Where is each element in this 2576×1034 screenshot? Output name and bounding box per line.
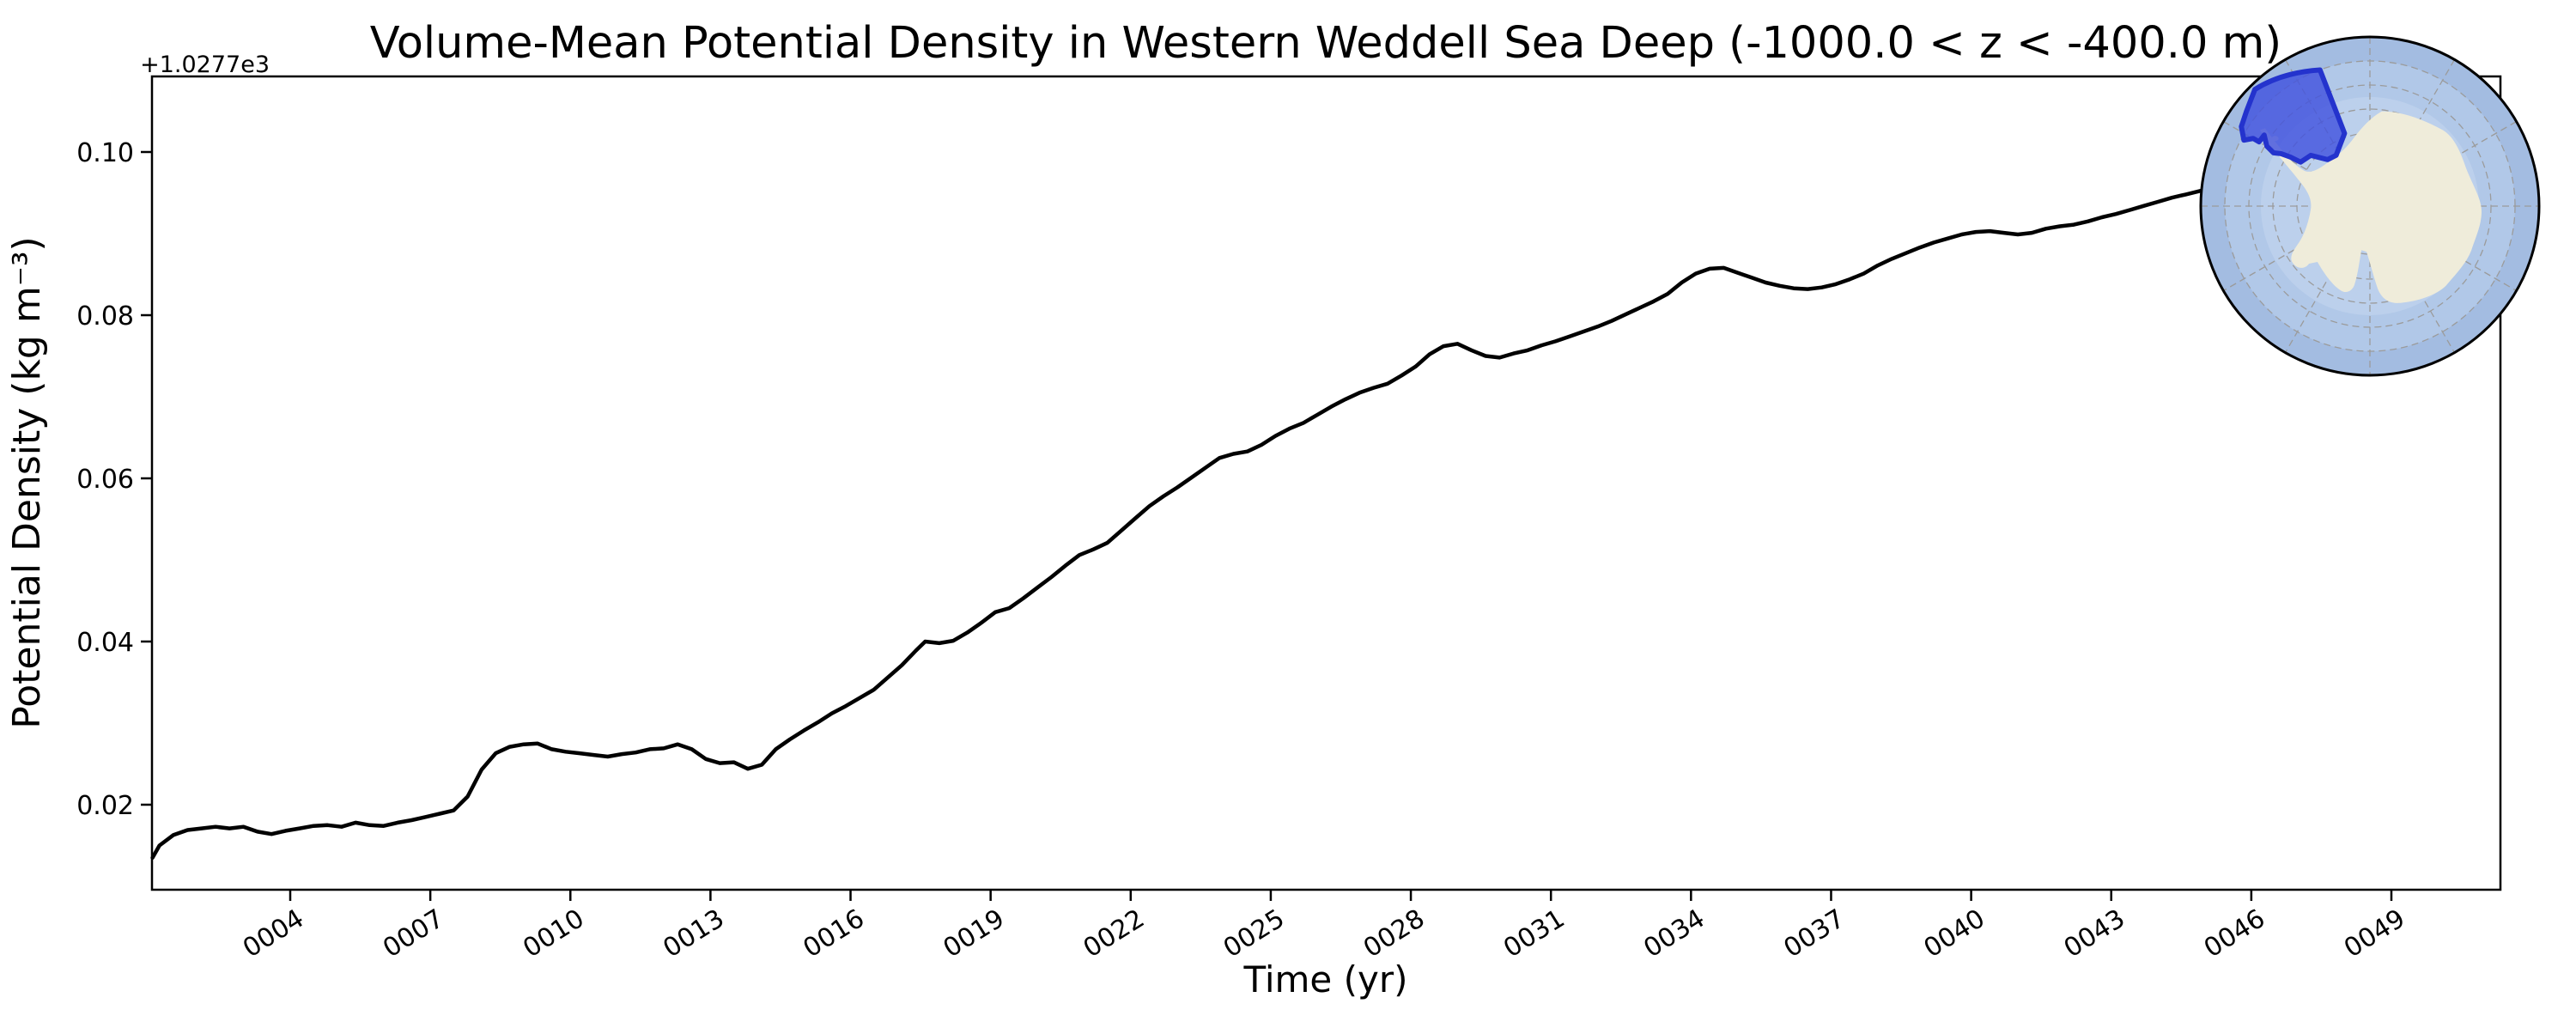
x-axis-ticks: 0004 0007 0010 0013 0016 0019 0022 0025 0028 0031… bbox=[238, 890, 2410, 964]
y-tick-label: 0.08 bbox=[76, 301, 134, 331]
y-tick-label: 0.06 bbox=[76, 465, 134, 495]
island bbox=[2342, 221, 2354, 239]
x-tick-label: 0016 bbox=[798, 903, 869, 964]
axes: 0.02 0.04 0.06 0.08 0.10 0004 0007 0010 0013 001… bbox=[76, 75, 2502, 964]
y-axis-ticks: 0.02 0.04 0.06 0.08 0.10 bbox=[76, 138, 152, 821]
y-axis-offset-text: +1.0277e3 bbox=[140, 52, 270, 78]
x-tick-label: 0007 bbox=[378, 903, 449, 964]
western-weddell-sea-region bbox=[2239, 67, 2348, 165]
x-tick-label: 0049 bbox=[2339, 903, 2410, 964]
x-tick-label: 0022 bbox=[1078, 903, 1150, 964]
antarctica-landmass bbox=[2239, 67, 2482, 303]
map-border bbox=[2199, 35, 2541, 377]
y-tick-label: 0.04 bbox=[76, 628, 134, 658]
x-tick-label: 0037 bbox=[1778, 903, 1850, 964]
antarctica-inset-map bbox=[2199, 35, 2541, 377]
density-line-series bbox=[150, 188, 2205, 861]
x-tick-label: 0025 bbox=[1218, 903, 1290, 964]
y-tick-label: 0.02 bbox=[76, 791, 134, 821]
y-axis-label: Potential Density (kg m⁻³) bbox=[5, 236, 49, 728]
x-tick-label: 0028 bbox=[1358, 903, 1430, 964]
map-content bbox=[2201, 37, 2539, 375]
x-tick-label: 0040 bbox=[1919, 903, 1990, 964]
x-tick-label: 0031 bbox=[1498, 903, 1570, 964]
y-tick-label: 0.10 bbox=[76, 138, 134, 168]
x-tick-label: 0004 bbox=[238, 903, 309, 964]
x-tick-label: 0043 bbox=[2059, 903, 2130, 964]
chart-title: Volume-Mean Potential Density in Western… bbox=[370, 18, 2281, 69]
x-tick-label: 0046 bbox=[2199, 903, 2270, 964]
x-tick-label: 0019 bbox=[939, 903, 1010, 964]
x-tick-label: 0010 bbox=[518, 903, 589, 964]
x-axis-label: Time (yr) bbox=[1242, 958, 1407, 1001]
x-tick-label: 0013 bbox=[658, 903, 729, 964]
axes-spines bbox=[150, 75, 2502, 891]
x-tick-label: 0034 bbox=[1638, 903, 1710, 964]
